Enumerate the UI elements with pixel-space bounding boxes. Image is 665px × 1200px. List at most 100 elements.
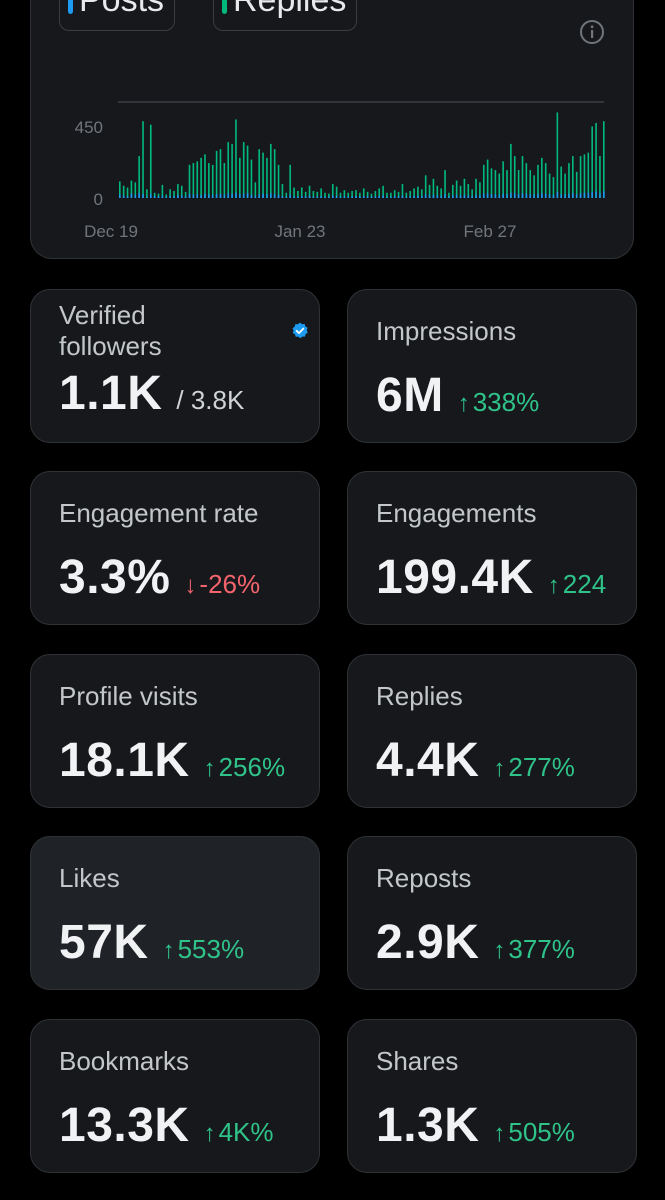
posts-bar [451, 195, 454, 198]
replies-bar [246, 145, 249, 198]
info-icon[interactable] [579, 19, 605, 45]
card-change: ↑ 505% [493, 1117, 575, 1148]
card-label: Likes [59, 863, 120, 893]
replies-bar [537, 164, 539, 198]
replies-bar [448, 192, 450, 198]
replies-bar [250, 159, 253, 198]
posts-legend-button[interactable]: Posts [59, 0, 176, 31]
posts-bar [246, 193, 249, 198]
posts-bar [424, 194, 427, 198]
replies-bar [281, 184, 284, 198]
posts-bar [262, 193, 264, 198]
replies-bar [362, 188, 365, 198]
impressions-card[interactable]: Impressions 6M ↑ 338% [347, 289, 637, 443]
posts-bar [242, 193, 245, 198]
replies-bar [153, 192, 156, 198]
posts-bar [300, 195, 303, 198]
posts-bar [401, 195, 404, 198]
posts-bar [494, 194, 497, 198]
card-value: 3.3% [59, 551, 171, 604]
replies-bar [258, 149, 260, 198]
replies-bar [149, 124, 152, 198]
replies-card[interactable]: Replies 4.4K ↑ 277% [347, 654, 637, 808]
likes-card[interactable]: Likes 57K ↑ 553% [30, 836, 320, 990]
replies-bar [134, 182, 137, 198]
posts-bar [556, 191, 559, 198]
shares-card[interactable]: Shares 1.3K ↑ 505% [347, 1019, 637, 1173]
card-change-value: 224 [562, 569, 607, 599]
posts-bar [146, 196, 148, 198]
arrow-up-icon: ↑ [457, 390, 470, 417]
posts-bar [285, 196, 288, 198]
card-change: ↓ -26% [184, 569, 260, 600]
replies-bar [482, 164, 485, 198]
posts-bar [579, 193, 582, 198]
card-change: ↑ 553% [163, 934, 245, 965]
verified-followers-card[interactable]: Verified followers 1.1K / 3.8K [30, 289, 320, 443]
posts-bar [560, 194, 563, 198]
y-tick-label: 0 [94, 190, 103, 209]
replies-bar [204, 154, 206, 198]
card-value-row: 6M ↑ 338% [376, 368, 539, 423]
posts-bar [548, 194, 551, 198]
posts-bar [142, 194, 144, 198]
engagement-rate-card[interactable]: Engagement rate 3.3% ↓ -26% [30, 471, 320, 625]
reposts-card[interactable]: Reposts 2.9K ↑ 377% [347, 836, 637, 990]
replies-legend-button[interactable]: Replies [213, 0, 358, 31]
card-label: Replies [376, 681, 463, 711]
replies-bar [397, 191, 400, 198]
posts-bar [343, 196, 346, 198]
replies-bar [544, 163, 547, 198]
replies-bar [390, 192, 392, 198]
replies-bar [510, 143, 512, 198]
arrow-down-icon: ↓ [184, 572, 197, 599]
replies-bar [401, 184, 404, 198]
card-label-line: Verified [59, 300, 146, 330]
y-tick-label: 450 [75, 118, 103, 137]
posts-bar [440, 195, 442, 198]
posts-bar [316, 196, 319, 198]
posts-bar [366, 196, 369, 198]
card-change-value: 256% [218, 752, 286, 782]
replies-bar [529, 170, 532, 198]
replies-bar [421, 189, 423, 198]
replies-bar [552, 177, 555, 198]
posts-bar [335, 195, 338, 198]
replies-bar [370, 193, 373, 198]
card-value-row: 1.3K ↑ 505% [376, 1098, 575, 1153]
posts-bar [177, 194, 179, 198]
posts-bar [223, 194, 226, 198]
replies-bar [300, 187, 303, 198]
posts-bar [312, 196, 315, 198]
profile-visits-card[interactable]: Profile visits 18.1K ↑ 256% [30, 654, 320, 808]
replies-bar [343, 190, 346, 198]
posts-bar [192, 194, 195, 198]
replies-bar [386, 192, 388, 198]
posts-bar [482, 193, 485, 198]
posts-bar [409, 196, 411, 198]
card-change: ↑ 338% [458, 387, 540, 418]
replies-bar [122, 185, 125, 198]
replies-color-swatch [222, 0, 227, 14]
replies-bar [467, 184, 470, 198]
bookmarks-card[interactable]: Bookmarks 13.3K ↑ 4K% [30, 1019, 320, 1173]
arrow-up-icon: ↑ [493, 755, 506, 782]
replies-bar [331, 184, 334, 198]
replies-bar [595, 122, 597, 198]
posts-bar [200, 194, 202, 198]
posts-bar [479, 194, 481, 198]
card-value-row: 1.1K / 3.8K [59, 366, 244, 421]
card-value: 18.1K [59, 734, 190, 787]
posts-bar [521, 193, 524, 198]
posts-bar [122, 195, 125, 198]
x-tick-label: Feb 27 [464, 222, 517, 241]
replies-bar [169, 189, 171, 198]
posts-bar [533, 194, 535, 198]
posts-bar [603, 191, 605, 198]
arrow-up-icon: ↑ [203, 1120, 216, 1147]
replies-bar [146, 189, 148, 198]
posts-bar [378, 195, 381, 198]
replies-bar [184, 191, 187, 198]
replies-bar [235, 119, 237, 198]
engagements-card[interactable]: Engagements 199.4K ↑ 224 [347, 471, 637, 625]
